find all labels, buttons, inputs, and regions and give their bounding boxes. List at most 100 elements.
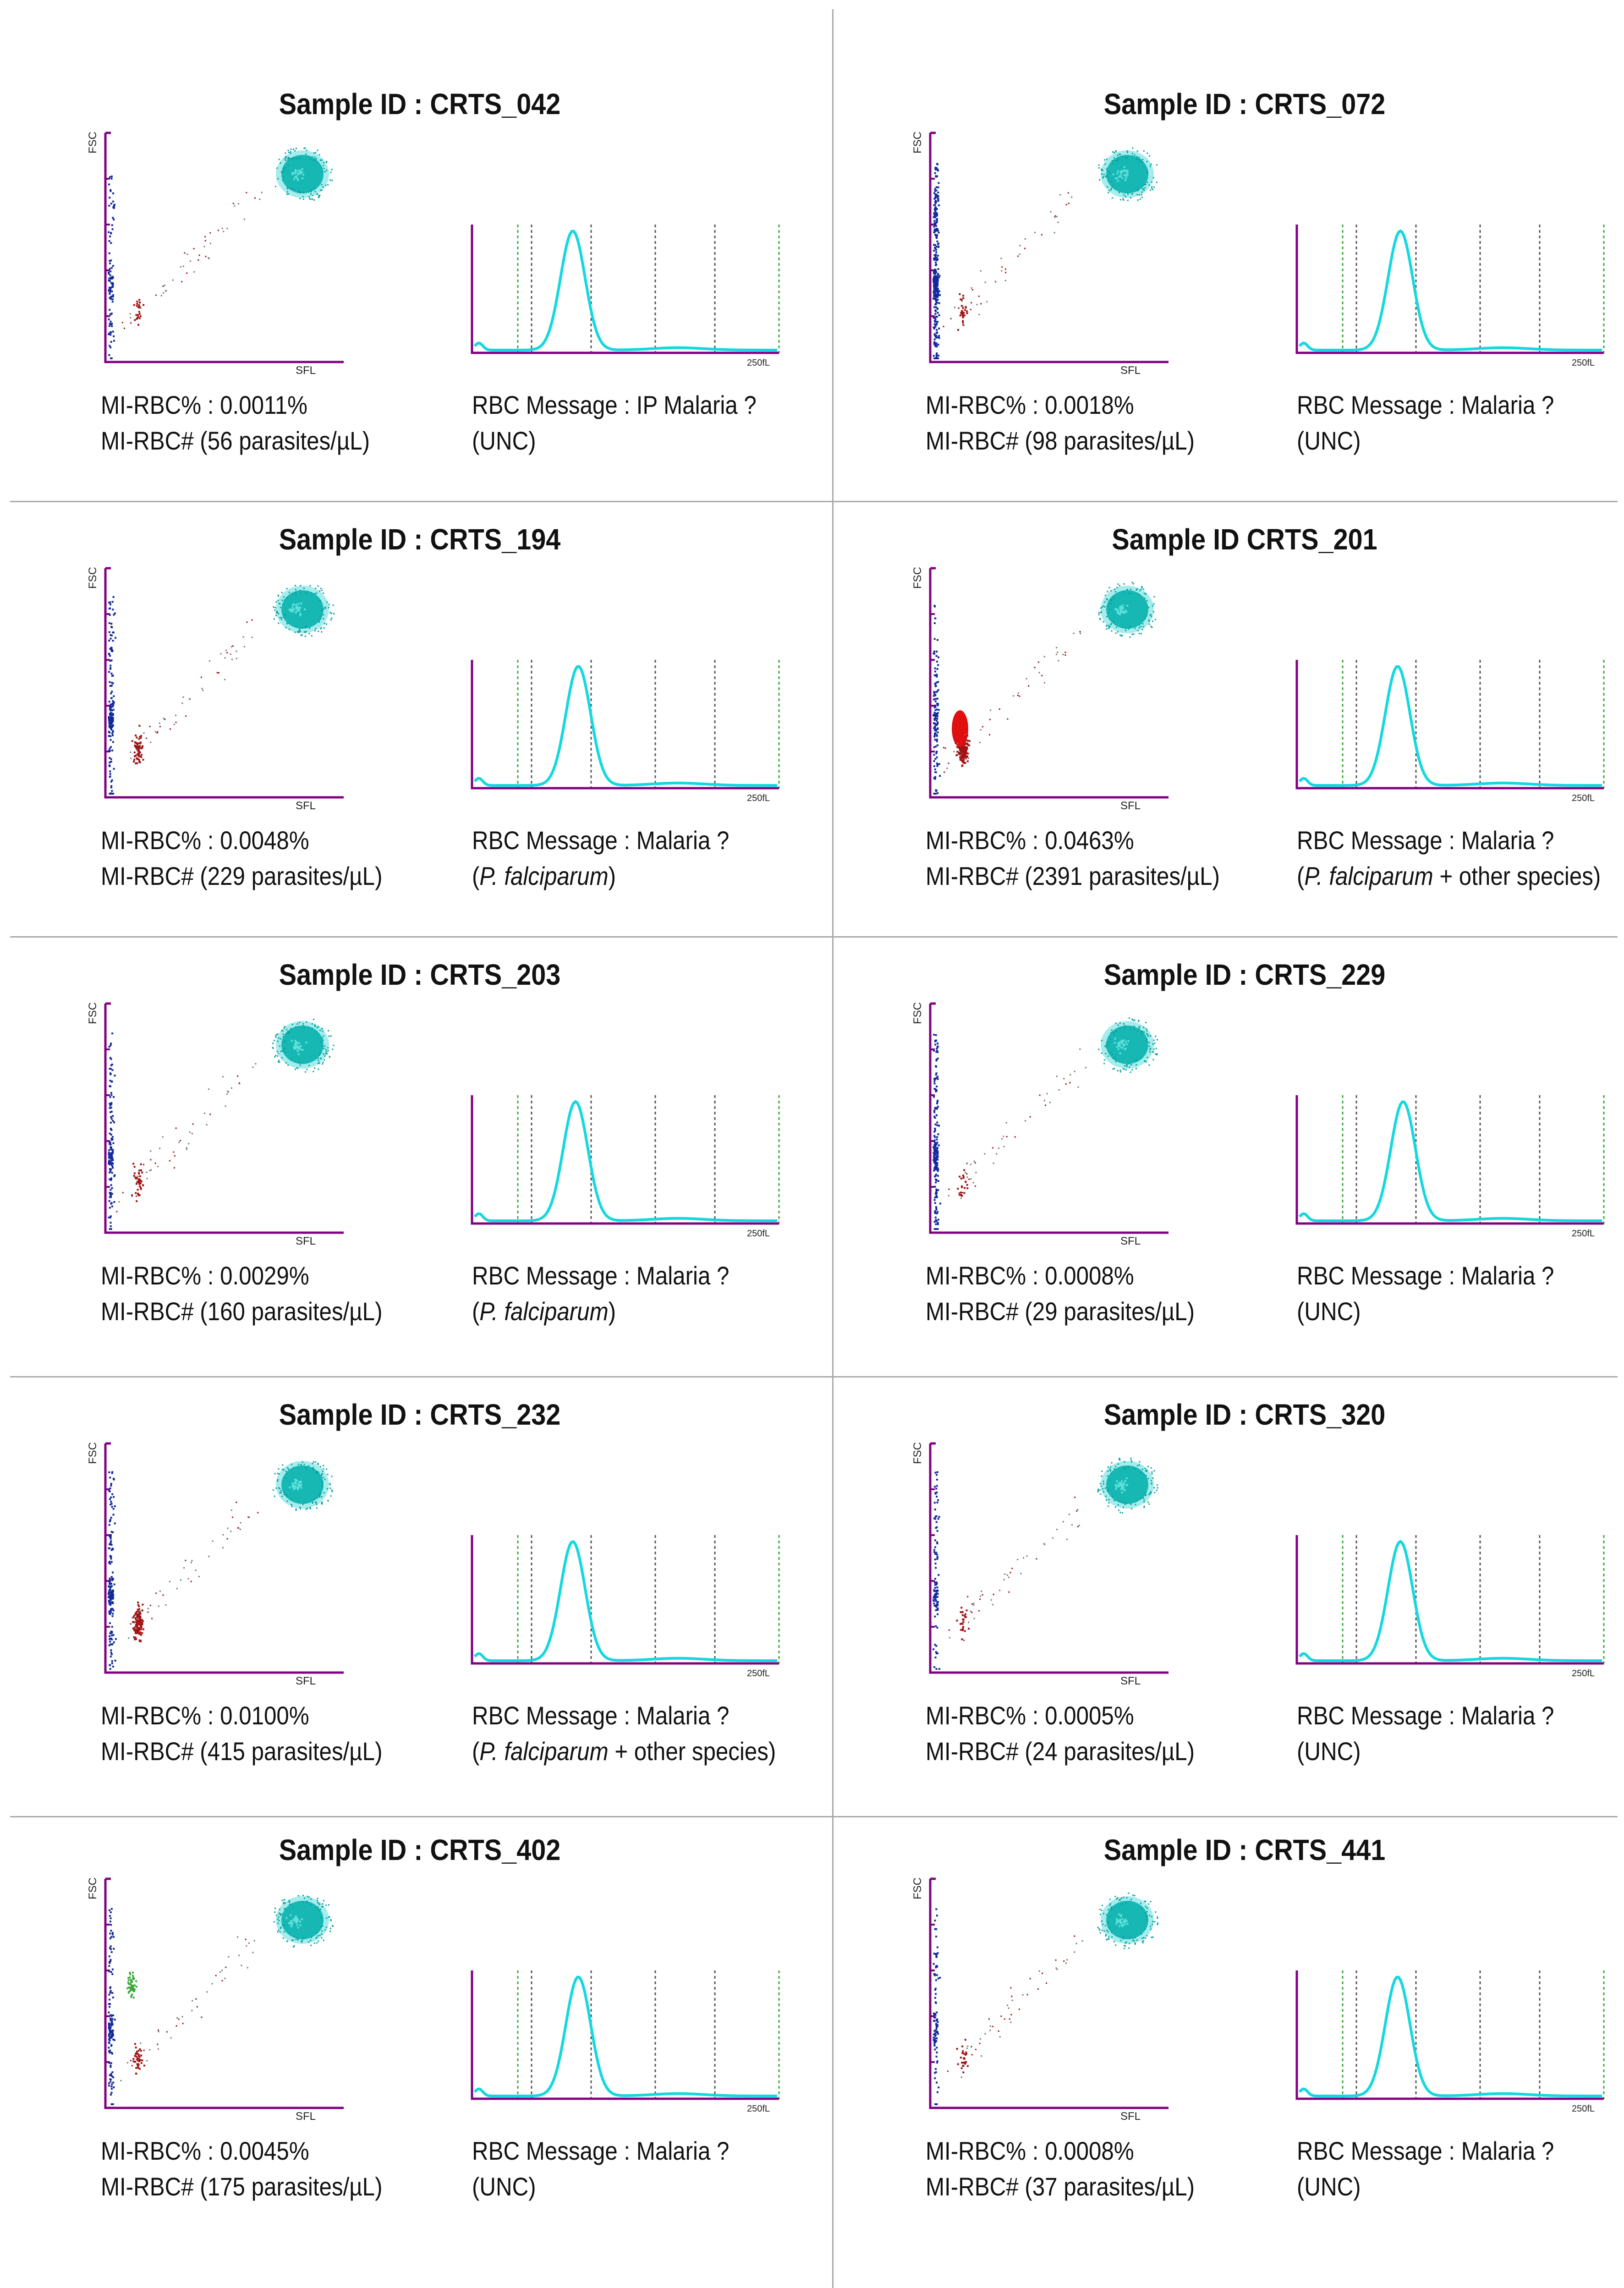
scatter-dot-blue	[934, 1518, 937, 1520]
sfl-axis-label: SFL	[296, 1675, 316, 1686]
scatter-dot-cyan	[292, 604, 294, 606]
scatter-dot-cyan	[291, 1504, 292, 1506]
scatter-dot-blue	[933, 2019, 935, 2022]
scatter-dot-cyan	[276, 610, 278, 612]
scatter-dot-cyan	[310, 1904, 312, 1905]
scatter-dot-blue	[112, 277, 114, 279]
scatter-dot-cyan	[1113, 1941, 1115, 1942]
scatter-dot-cyan	[303, 148, 305, 149]
scatter-dot-blue	[112, 283, 114, 285]
scatter-dot-sparse	[1055, 1959, 1057, 1961]
scatter-dot-blue	[111, 749, 114, 752]
scatter-dot-cyan	[323, 1035, 324, 1037]
scatter-dot-cyan	[1104, 601, 1106, 603]
scatter-dot-cyan	[1153, 1470, 1155, 1472]
scatter-dot-blue	[934, 685, 937, 687]
scatter-dot-cyan	[299, 1061, 301, 1063]
scatter-dot-sparse	[191, 2010, 193, 2012]
scatter-dot-cyan	[278, 595, 280, 597]
scatter-dot-cyan	[1128, 1466, 1130, 1468]
scatter-dot-cyan	[281, 599, 283, 601]
scatter-dot-blue	[936, 702, 938, 705]
scatter-dot-cyan	[1123, 591, 1125, 593]
scatter-dot-red	[141, 1632, 143, 1634]
scatter-dot-green	[132, 1977, 134, 1980]
scatter-dot-blue	[933, 244, 935, 246]
scatter-dot-green	[127, 1979, 130, 1981]
scatter-dot-cyan	[1123, 1467, 1125, 1469]
scatter-dot-red	[965, 1181, 967, 1183]
scatter-dot-sparse	[1076, 1510, 1078, 1512]
scatter-dot-blue	[112, 702, 114, 704]
scatter-dot-sparse	[220, 653, 222, 655]
scatter-dot-blue	[110, 703, 112, 706]
scatter-dot-blue	[113, 205, 115, 208]
scatter-dot-blue	[111, 1172, 113, 1174]
scatter-dot-red	[136, 742, 138, 745]
scatter-dot-blue	[108, 1993, 110, 1996]
scatter-dot-cyan	[1108, 1909, 1109, 1910]
scatter-dot-cyan	[1107, 1055, 1109, 1057]
scatter-dot-blue	[935, 1194, 938, 1196]
scatter-dot-blue	[935, 1567, 937, 1569]
scatter-dot-sparse	[1018, 2008, 1020, 2010]
scatter-dot-cyan	[1114, 1037, 1116, 1040]
scatter-dot-cyan	[1123, 1043, 1125, 1045]
scatter-dot-red	[137, 752, 140, 754]
scatter-dot-blue	[935, 1594, 937, 1597]
species-note-suffix: + other species)	[608, 1737, 776, 1766]
scatter-dot-sparse	[198, 254, 200, 256]
scatter-dot-cyan	[1125, 179, 1127, 181]
scatter-dot-blue	[934, 1192, 937, 1195]
scatter-dot-sparse	[231, 658, 233, 660]
scatter-dot-cyan	[1118, 1483, 1120, 1485]
scatter-dot-blue	[935, 1151, 937, 1153]
scatter-dot-sparse	[162, 285, 164, 287]
scatter-dot-cyan	[286, 597, 288, 599]
scatter-dot-cyan	[1149, 155, 1151, 157]
scatter-dot-red	[140, 1625, 143, 1627]
scatter-dot-blue	[110, 1930, 112, 1932]
scatter-dot-red	[135, 747, 137, 749]
species-note-prefix: (UNC)	[472, 2172, 536, 2201]
scatter-dot-cyan	[299, 1048, 302, 1051]
scatter-dot-cyan	[318, 1910, 320, 1912]
scatter-dot-blue	[938, 1516, 940, 1518]
scatter-dot-cyan	[1150, 1480, 1152, 1481]
scatter-dot-cyan	[1119, 1500, 1121, 1502]
scatter-dot-red	[966, 1184, 968, 1186]
scatter-dot-sparse	[988, 2018, 990, 2020]
scatter-red-core	[952, 710, 968, 747]
scatter-dot-blue	[112, 265, 114, 267]
scatter-dot-cyan	[1156, 1484, 1158, 1486]
scatter-dot-cyan	[1118, 1509, 1119, 1511]
scatter-dot-cyan	[1119, 585, 1120, 587]
scatter-dot-blue	[110, 203, 112, 205]
scatter-dot-cyan	[287, 164, 289, 165]
scatter-dot-blue	[112, 640, 114, 642]
scatter-dot-cyan	[1153, 596, 1155, 598]
scatter-dot-blue	[111, 2030, 113, 2033]
scatter-dot-green	[131, 1993, 133, 1996]
scatter-dot-cyan	[1114, 177, 1117, 180]
scatter-dot-sparse	[1041, 234, 1042, 236]
scatter-dot-cyan	[1152, 620, 1154, 622]
scatter-dot-blue	[935, 1207, 938, 1210]
scatter-dot-cyan	[1119, 634, 1121, 636]
scatter-dot-red	[133, 1615, 135, 1617]
scatter-dot-blue	[109, 262, 111, 264]
scatter-dot-red	[139, 745, 141, 747]
scatter-dot-blue	[113, 614, 115, 616]
scatter-dot-sparse	[230, 1509, 232, 1511]
scatter-dot-cyan	[321, 1485, 323, 1487]
scatter-dot-blue	[936, 751, 938, 753]
scatter-dot-cyan	[1125, 1468, 1126, 1470]
scatter-dot-blue	[934, 199, 937, 202]
scatter-dot-blue	[110, 1594, 112, 1597]
scatter-dot-blue	[108, 2038, 110, 2041]
scatter-dot-cyan	[1117, 180, 1119, 182]
scatter-dot-cyan	[308, 633, 310, 635]
species-name: P. falciparum	[479, 861, 609, 890]
scatter-dot-blue	[109, 1217, 111, 1219]
scatter-dot-cyan	[1141, 1031, 1142, 1032]
